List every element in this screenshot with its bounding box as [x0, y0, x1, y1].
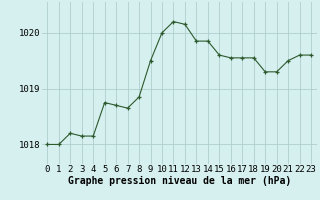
X-axis label: Graphe pression niveau de la mer (hPa): Graphe pression niveau de la mer (hPa) — [68, 176, 291, 186]
